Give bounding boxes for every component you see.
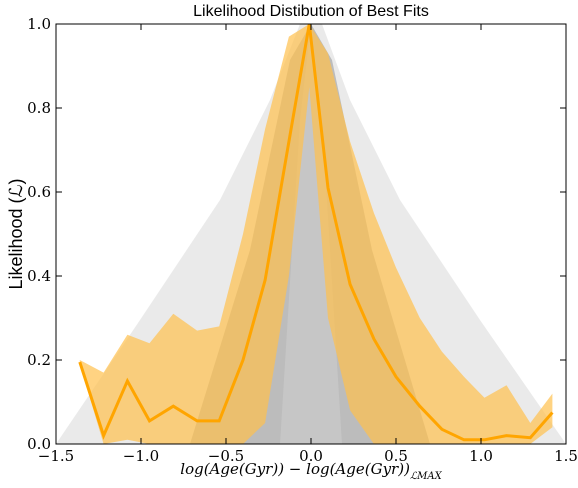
chart-title: Likelihood Distibution of Best Fits [193, 3, 429, 20]
x-tick-label: 0.5 [384, 447, 408, 465]
x-axis-label-sub: ℒMAX [410, 471, 443, 482]
x-tick-label: 0.0 [299, 447, 323, 465]
y-tick-label: 0.6 [27, 183, 51, 201]
x-tick-label: 1.5 [554, 447, 578, 465]
y-tick-label: 0.2 [27, 351, 51, 369]
x-tick-label: −1.0 [123, 447, 159, 465]
y-axis-label: Likelihood (ℒ) [6, 178, 26, 289]
y-tick-label: 0.0 [27, 435, 51, 453]
x-axis-label: log(Age(Gyr)) − log(Age(Gyr))ℒMAX [180, 460, 442, 482]
y-tick-label: 0.4 [27, 267, 51, 285]
x-tick-label: −0.5 [208, 447, 244, 465]
core-trials [280, 24, 342, 444]
x-axis-label-main: log(Age(Gyr)) − log(Age(Gyr)) [180, 460, 410, 478]
confidence-band [79, 24, 553, 444]
x-tick-label: 1.0 [469, 447, 493, 465]
y-tick-label: 1.0 [27, 15, 51, 33]
x-tick-label: −1.5 [38, 447, 74, 465]
y-tick-label: 0.8 [27, 99, 51, 117]
plot-area [78, 23, 554, 444]
median-line [78, 23, 554, 442]
